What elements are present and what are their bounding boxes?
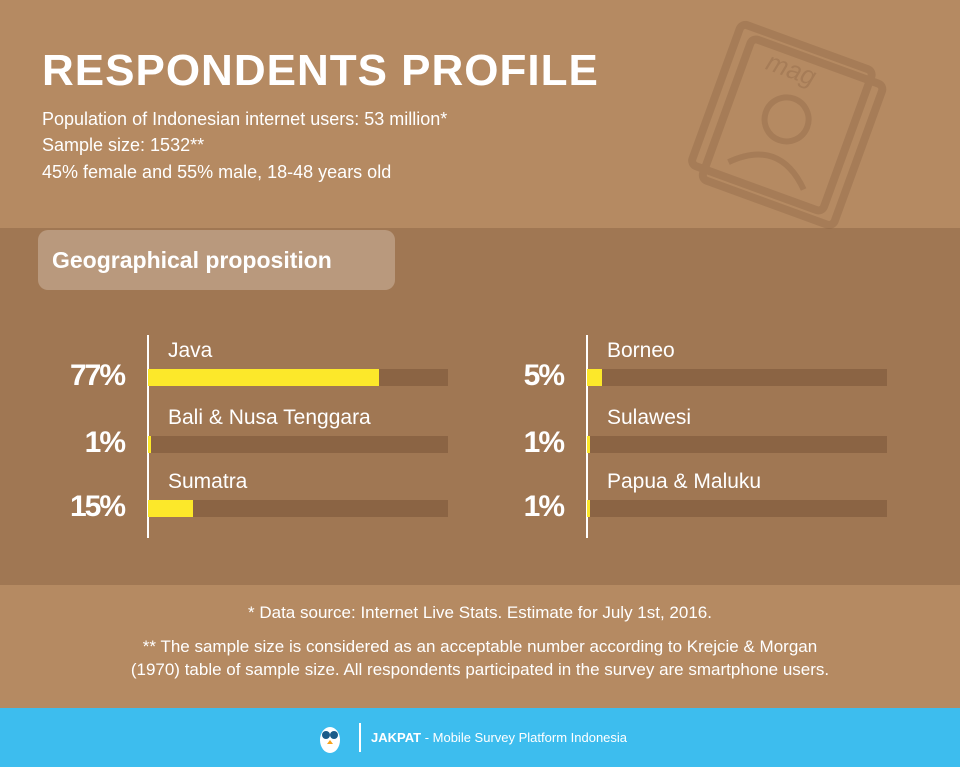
value-label: 5% <box>524 359 565 392</box>
header-band <box>0 0 960 228</box>
category-label: Sumatra <box>168 470 248 493</box>
bar <box>587 436 590 453</box>
notes-band <box>0 585 960 708</box>
bar <box>148 369 379 386</box>
footer-text: JAKPAT - Mobile Survey Platform Indonesi… <box>371 730 628 745</box>
magazine-icon: mag <box>688 20 887 229</box>
footer-tagline: - Mobile Survey Platform Indonesia <box>425 730 628 745</box>
category-label: Java <box>168 339 213 362</box>
bar-track <box>587 500 887 517</box>
title: RESPONDENTS PROFILE <box>42 46 599 95</box>
footer-band <box>0 708 960 767</box>
section-title: Geographical proposition <box>52 247 332 273</box>
value-label: 1% <box>524 490 565 523</box>
bar <box>148 500 193 517</box>
category-label: Papua & Maluku <box>607 470 761 493</box>
subtitle-line: Population of Indonesian internet users:… <box>42 109 447 129</box>
bar <box>148 436 151 453</box>
footer-brand: JAKPAT <box>371 730 421 745</box>
section-pill <box>38 230 395 290</box>
footnote: ** The sample size is considered as an a… <box>143 637 817 656</box>
subtitle-line: 45% female and 55% male, 18-48 years old <box>42 162 391 182</box>
charts: Java 77% Bali & Nusa Tenggara 1% Sumatra 15% B… <box>70 335 887 538</box>
category-label: Borneo <box>607 339 675 362</box>
owl-logo <box>320 727 340 753</box>
footnote: (1970) table of sample size. All respond… <box>131 660 829 679</box>
footnote: * Data source: Internet Live Stats. Esti… <box>248 603 712 622</box>
bar-track <box>587 369 887 386</box>
category-label: Sulawesi <box>607 406 691 429</box>
bar <box>587 500 590 517</box>
value-label: 1% <box>85 426 126 459</box>
bar <box>587 369 602 386</box>
subtitle-line: Sample size: 1532** <box>42 135 204 155</box>
value-label: 77% <box>70 359 125 392</box>
value-label: 15% <box>70 490 125 523</box>
value-label: 1% <box>524 426 565 459</box>
bar-track <box>148 436 448 453</box>
category-label: Bali & Nusa Tenggara <box>168 406 371 429</box>
bar-track <box>587 436 887 453</box>
bar-track <box>148 500 448 517</box>
